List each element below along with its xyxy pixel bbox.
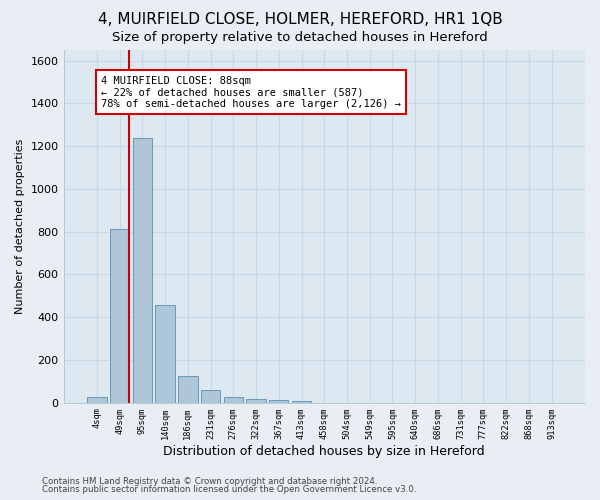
Bar xyxy=(201,390,220,402)
Text: Contains public sector information licensed under the Open Government Licence v3: Contains public sector information licen… xyxy=(42,485,416,494)
Bar xyxy=(269,400,289,402)
Bar xyxy=(155,306,175,402)
Text: Size of property relative to detached houses in Hereford: Size of property relative to detached ho… xyxy=(112,31,488,44)
Y-axis label: Number of detached properties: Number of detached properties xyxy=(15,138,25,314)
Bar xyxy=(133,138,152,402)
Bar xyxy=(224,396,243,402)
Bar xyxy=(110,230,130,402)
Bar xyxy=(87,397,107,402)
Bar xyxy=(292,401,311,402)
Bar xyxy=(247,398,266,402)
X-axis label: Distribution of detached houses by size in Hereford: Distribution of detached houses by size … xyxy=(163,444,485,458)
Text: Contains HM Land Registry data © Crown copyright and database right 2024.: Contains HM Land Registry data © Crown c… xyxy=(42,477,377,486)
Text: 4, MUIRFIELD CLOSE, HOLMER, HEREFORD, HR1 1QB: 4, MUIRFIELD CLOSE, HOLMER, HEREFORD, HR… xyxy=(98,12,502,28)
Bar xyxy=(178,376,197,402)
Text: 4 MUIRFIELD CLOSE: 88sqm
← 22% of detached houses are smaller (587)
78% of semi-: 4 MUIRFIELD CLOSE: 88sqm ← 22% of detach… xyxy=(101,76,401,109)
